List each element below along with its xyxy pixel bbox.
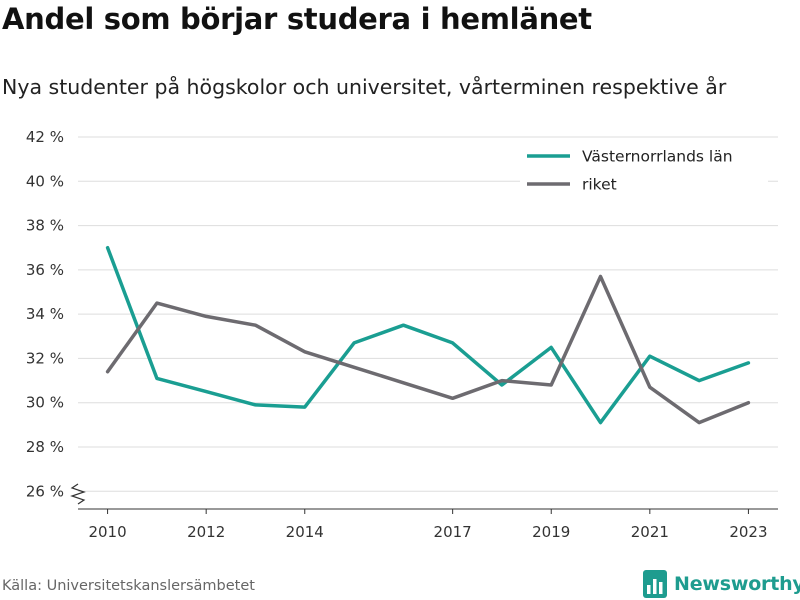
axis-break-icon (70, 483, 86, 505)
x-tick-label: 2023 (729, 523, 767, 541)
y-axis-ticks: 26 % 28 % 30 % 32 % 34 % 36 % 38 % 40 % 42 % (26, 128, 64, 500)
y-tick-label: 26 % (26, 482, 64, 500)
x-tick-label: 2019 (532, 523, 570, 541)
y-tick-label: 36 % (26, 261, 64, 279)
y-tick-label: 30 % (26, 394, 64, 412)
legend-label: Västernorrlands län (582, 148, 733, 166)
x-tick-label: 2010 (88, 523, 126, 541)
chart-title: Andel som börjar studera i hemlänet (2, 2, 592, 36)
x-tick-label: 2014 (286, 523, 324, 541)
bar-chart-logo-icon (643, 570, 667, 598)
series-line-2 (105, 274, 751, 425)
x-axis (70, 483, 778, 510)
brand-name: Newsworthy (674, 573, 800, 595)
legend: Västernorrlands län riket (520, 142, 768, 200)
chart-subtitle: Nya studenter på högskolor och universit… (2, 75, 727, 99)
legend-box (520, 142, 768, 200)
brand-logo: Newsworthy (643, 569, 800, 599)
x-tick-label: 2017 (434, 523, 472, 541)
y-tick-label: 32 % (26, 349, 64, 367)
y-tick-label: 38 % (26, 217, 64, 235)
x-axis-ticks: 2010 2012 2014 2017 2019 2021 2023 (88, 509, 768, 541)
x-tick-label: 2021 (631, 523, 669, 541)
legend-label: riket (582, 176, 617, 194)
y-tick-label: 42 % (26, 128, 64, 146)
line-chart: 26 % 28 % 30 % 32 % 34 % 36 % 38 % 40 % 42 % 201… (26, 128, 778, 541)
y-tick-label: 40 % (26, 172, 64, 190)
x-tick-label: 2012 (187, 523, 225, 541)
source-note: Källa: Universitetskanslersämbetet (2, 578, 255, 594)
series-lines (105, 245, 751, 425)
y-tick-label: 34 % (26, 305, 64, 323)
y-tick-label: 28 % (26, 438, 64, 456)
series-line-1 (105, 245, 751, 425)
